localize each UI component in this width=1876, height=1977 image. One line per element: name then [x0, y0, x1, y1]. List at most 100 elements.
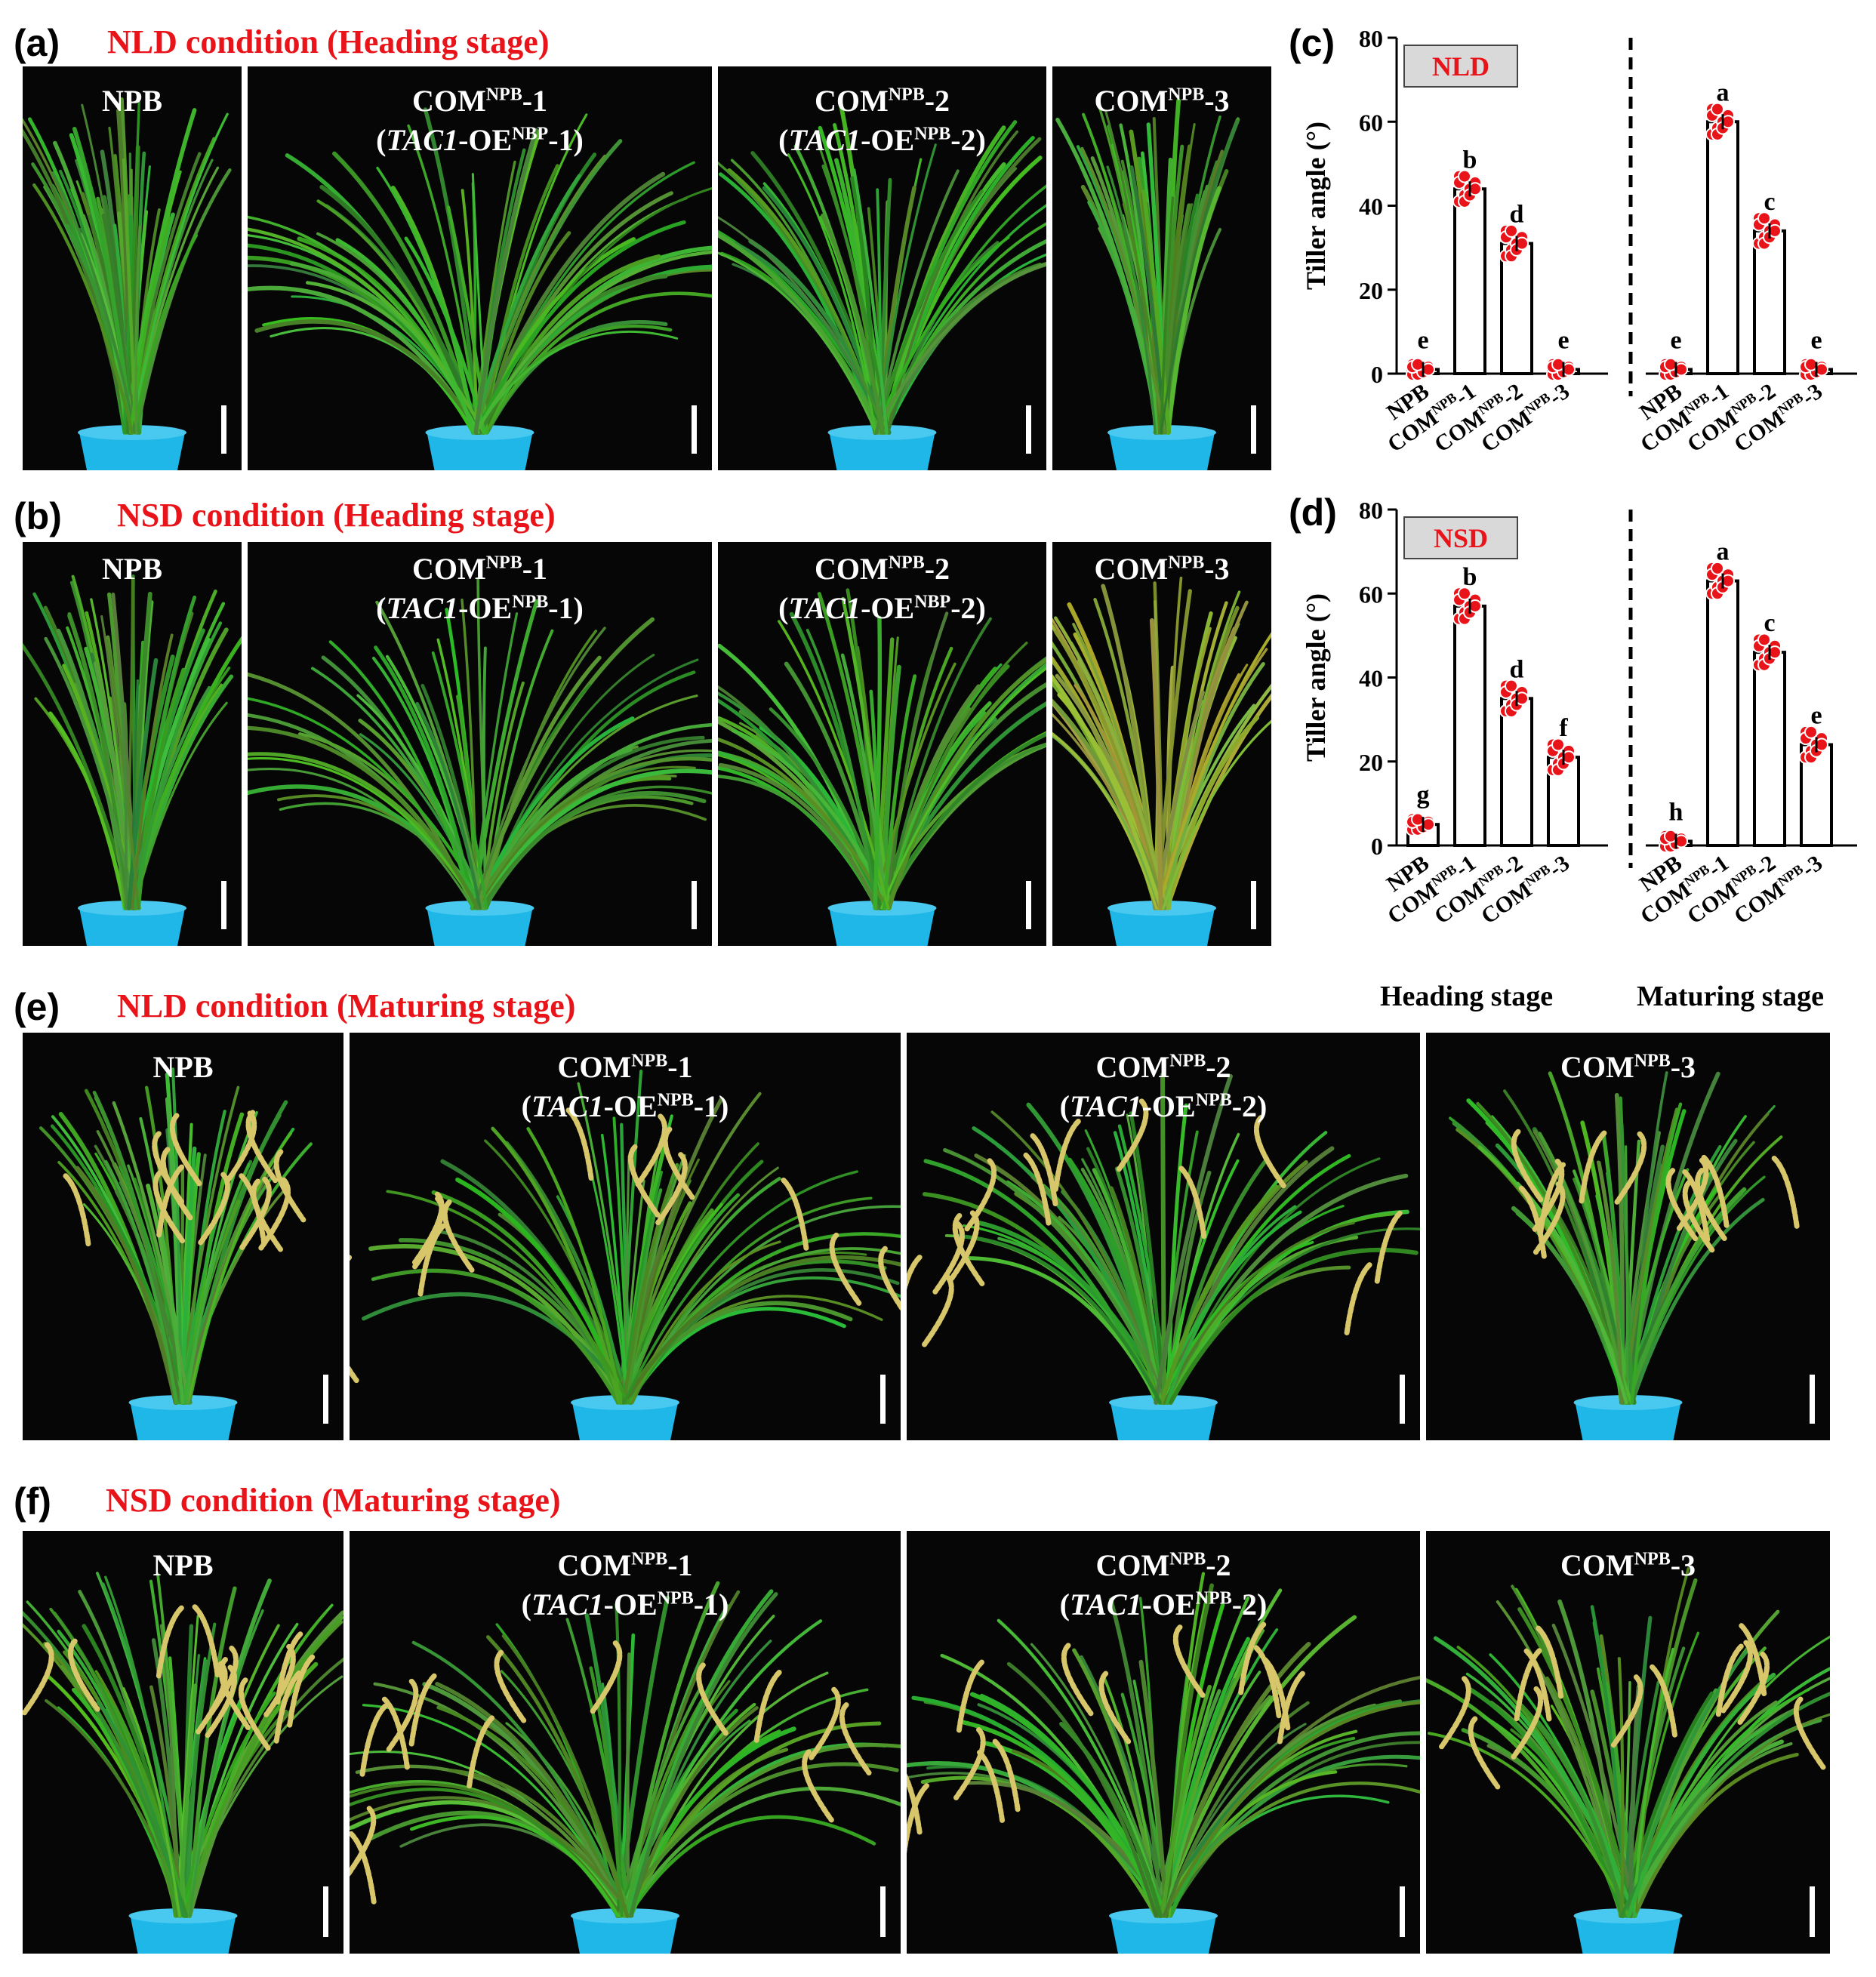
genotype-label: COMNPB-3: [1426, 1546, 1830, 1585]
genotype-label: NPB: [23, 1546, 343, 1585]
genotype-text: -2): [1231, 1587, 1268, 1621]
genotype-name: NPB: [102, 84, 162, 118]
genotype-text: NPB: [485, 553, 522, 573]
genotype-line1: COMNPB-3: [1426, 1546, 1830, 1585]
photo-f-2: COMNPB-1 (TAC1-OENPB-1): [350, 1531, 901, 1954]
genotype-line1: COMNPB-2: [718, 82, 1046, 121]
rice-plant-illustration: [907, 1072, 1420, 1440]
genotype-text: NPB: [1169, 1549, 1206, 1569]
genotype-line2: (TAC1-OENPB-1): [521, 1089, 729, 1123]
photo-a-2: COMNPB-1 (TAC1-OENBP-1): [248, 66, 712, 470]
bar: [1706, 120, 1739, 375]
genotype-line1: COMNPB-1: [248, 82, 712, 121]
pot: [130, 1403, 236, 1440]
significance-letter: e: [1557, 326, 1569, 354]
genotype-text: COM: [1094, 552, 1169, 586]
photo-a-4: COMNPB-3: [1052, 66, 1271, 470]
photo-a-3: COMNPB-2 (TAC1-OENPB-2): [718, 66, 1046, 470]
condition-label: NLD: [1432, 51, 1489, 82]
genotype-text: -2): [1231, 1089, 1268, 1123]
genotype-text: COM: [411, 552, 486, 586]
genotype-text: -OE: [861, 591, 915, 625]
photo-b-2: COMNPB-1 (TAC1-OENPB-1): [248, 542, 712, 946]
genotype-line2: (TAC1-OENPB-2): [1059, 1587, 1268, 1621]
genotype-text: -3: [1670, 1548, 1696, 1582]
data-point: [1711, 102, 1724, 116]
genotype-text: -OE: [861, 123, 915, 157]
pot: [427, 908, 533, 946]
genotype-line1: COMNPB-3: [1426, 1048, 1830, 1087]
photo-row-a: NPB COMNPB-1 (TAC1-OENBP-1) COMNPB-2 (TAC1-O…: [23, 66, 1271, 470]
genotype-text: -2: [1206, 1548, 1231, 1582]
scale-bar: [1251, 405, 1256, 454]
rice-plant-illustration: [350, 1581, 901, 1954]
pot: [1111, 1916, 1216, 1954]
rice-plant-illustration: [907, 1572, 1420, 1954]
rice-plant-illustration: [1052, 576, 1271, 946]
genotype-text: TAC1: [386, 123, 459, 157]
photo-f-1: NPB: [23, 1531, 343, 1954]
y-axis-label: Tiller angle (°): [1301, 593, 1331, 762]
genotype-line2: (TAC1-OENPB-1): [521, 1587, 729, 1621]
rice-plant-illustration: [23, 574, 242, 946]
significance-letter: e: [1810, 326, 1822, 354]
data-point: [1711, 561, 1724, 575]
genotype-line2: (TAC1-OENPB-1): [376, 591, 584, 625]
genotype-text: -2: [1206, 1050, 1231, 1084]
genotype-text: NBP: [512, 124, 549, 144]
rice-plant-illustration: [248, 577, 712, 946]
genotype-line2: (TAC1-OENPB-2): [1059, 1089, 1268, 1123]
y-tick-label: 0: [1371, 833, 1383, 860]
y-tick-label: 60: [1359, 580, 1383, 608]
genotype-line2: (TAC1-OENPB-2): [778, 123, 986, 157]
genotype-label: COMNPB-3: [1052, 82, 1271, 121]
rice-plant-illustration: [248, 107, 712, 470]
y-tick-label: 0: [1371, 361, 1383, 388]
genotype-text: NPB: [1195, 1090, 1232, 1110]
data-point: [1458, 587, 1471, 601]
photo-b-3: COMNPB-2 (TAC1-OENBP-2): [718, 542, 1046, 946]
pot: [79, 908, 185, 946]
genotype-line1: COMNPB-2: [907, 1546, 1420, 1585]
genotype-text: -OE: [458, 591, 513, 625]
pot: [1111, 1403, 1216, 1440]
photo-e-2: COMNPB-1 (TAC1-OENPB-1): [350, 1033, 901, 1440]
genotype-label: COMNPB-1 (TAC1-OENPB-1): [248, 550, 712, 628]
significance-letter: d: [1510, 655, 1524, 683]
genotype-text: COM: [1560, 1050, 1634, 1084]
pot: [130, 1916, 236, 1954]
genotype-text: -OE: [1141, 1089, 1196, 1123]
genotype-label: NPB: [23, 82, 242, 121]
photo-e-1: NPB: [23, 1033, 343, 1440]
condition-label: NSD: [1434, 523, 1488, 553]
genotype-text: -1: [522, 84, 548, 118]
scale-bar: [692, 880, 697, 929]
significance-letter: f: [1559, 714, 1568, 742]
heading-stage-label: Heading stage: [1380, 981, 1554, 1012]
genotype-text: TAC1: [531, 1089, 604, 1123]
genotype-text: TAC1: [788, 591, 861, 625]
genotype-text: COM: [814, 552, 889, 586]
significance-letter: e: [1417, 326, 1428, 354]
genotype-text: NPB: [1634, 1549, 1671, 1569]
pot: [572, 1403, 678, 1440]
genotype-text: NBP: [914, 592, 951, 612]
genotype-text: COM: [1560, 1548, 1634, 1582]
genotype-text: NPB: [512, 592, 549, 612]
pot: [829, 433, 935, 470]
scale-bar: [1251, 880, 1256, 929]
maturing-stage-label: Maturing stage: [1637, 981, 1825, 1012]
bar: [1453, 187, 1486, 375]
photo-row-e: NPB COMNPB-1 (TAC1-OENPB-1) COMNPB-2 (TAC1-O…: [23, 1033, 1830, 1440]
genotype-text: TAC1: [1069, 1089, 1142, 1123]
photo-e-4: COMNPB-3: [1426, 1033, 1830, 1440]
significance-letter: g: [1417, 781, 1430, 809]
genotype-line1: COMNPB-3: [1052, 82, 1271, 121]
x-tick-label: COMNPB-3: [1730, 379, 1827, 457]
genotype-text: -2: [924, 84, 950, 118]
y-tick-label: 40: [1359, 193, 1383, 220]
photo-row-b: NPB COMNPB-1 (TAC1-OENPB-1) COMNPB-2 (TAC1-O…: [23, 542, 1271, 946]
data-point: [1505, 679, 1518, 693]
